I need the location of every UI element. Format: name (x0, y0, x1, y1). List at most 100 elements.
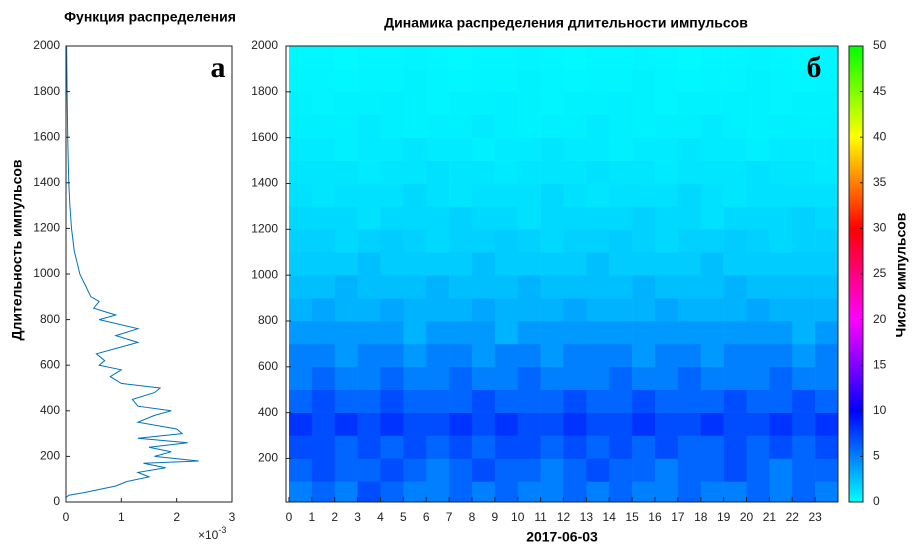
heatmap-cell (563, 46, 586, 69)
heatmap-cell (563, 229, 586, 252)
heatmap-cell (335, 115, 358, 138)
heatmap-cell (541, 229, 564, 252)
heatmap-cell (426, 46, 449, 69)
heatmap-cell (724, 481, 747, 504)
heatmap-cell (792, 436, 815, 459)
heatmap-cell (586, 321, 609, 344)
heatmap-cells (289, 46, 838, 505)
panel-label: б (807, 51, 822, 84)
heatmap-cell (426, 252, 449, 275)
colorbar-tick-label: 10 (873, 403, 887, 417)
heatmap-cell (678, 458, 701, 481)
heatmap-cell (724, 436, 747, 459)
heatmap-cell (289, 229, 312, 252)
heatmap-cell (632, 229, 655, 252)
heatmap-cell (701, 481, 724, 504)
heatmap-cell (655, 161, 678, 184)
heatmap-cell (655, 69, 678, 92)
heatmap-cell (678, 367, 701, 390)
y-tick-label: 600 (40, 357, 60, 371)
heatmap-cell (655, 298, 678, 321)
heatmap-cell (289, 458, 312, 481)
heatmap-cell (472, 229, 495, 252)
heatmap-cell (586, 183, 609, 206)
heatmap-cell (586, 367, 609, 390)
heatmap-cell (289, 183, 312, 206)
colorbar-label: Число импульсов (893, 212, 909, 337)
heatmap-cell (380, 275, 403, 298)
heatmap-cell (701, 458, 724, 481)
heatmap-cell (563, 390, 586, 413)
heatmap-cell (495, 275, 518, 298)
heatmap-cell (769, 275, 792, 298)
heatmap-cell (609, 458, 632, 481)
heatmap-cell (403, 275, 426, 298)
heatmap-cell (449, 481, 472, 504)
heatmap-cell (335, 275, 358, 298)
heatmap-cell (426, 321, 449, 344)
heatmap-cell (335, 436, 358, 459)
heatmap-cell (335, 92, 358, 115)
heatmap-cell (701, 229, 724, 252)
heatmap-cell (380, 46, 403, 69)
heatmap-cell (495, 298, 518, 321)
heatmap-cell (426, 183, 449, 206)
heatmap-cell (746, 206, 769, 229)
heatmap-cell (724, 390, 747, 413)
heatmap-cell (563, 138, 586, 161)
heatmap-cell (815, 275, 838, 298)
heatmap-cell (701, 413, 724, 436)
y-tick-label: 400 (40, 403, 60, 417)
heatmap-cell (518, 46, 541, 69)
heatmap-cell (289, 321, 312, 344)
heatmap-cell (358, 275, 381, 298)
heatmap-cell (495, 92, 518, 115)
heatmap-cell (701, 252, 724, 275)
heatmap-cell (380, 390, 403, 413)
heatmap-cell (678, 92, 701, 115)
heatmap-cell (815, 481, 838, 504)
heatmap-cell (541, 275, 564, 298)
heatmap-cell (609, 321, 632, 344)
heatmap-cell (701, 390, 724, 413)
heatmap-cell (472, 344, 495, 367)
heatmap-cell (792, 321, 815, 344)
x-tick-label: 2 (173, 510, 180, 524)
heatmap-cell (358, 252, 381, 275)
heatmap-cell (815, 436, 838, 459)
heatmap-cell (312, 367, 335, 390)
heatmap-cell (792, 138, 815, 161)
heatmap-cell (472, 183, 495, 206)
heatmap-cell (541, 69, 564, 92)
heatmap-cell (449, 161, 472, 184)
heatmap-cell (792, 344, 815, 367)
heatmap-cell (380, 458, 403, 481)
heatmap-cell (541, 298, 564, 321)
heatmap-cell (518, 436, 541, 459)
heatmap-cell (746, 458, 769, 481)
heatmap-cell (563, 161, 586, 184)
heatmap-cell (403, 298, 426, 321)
heatmap-cell (586, 252, 609, 275)
heatmap-cell (335, 161, 358, 184)
heatmap-cell (518, 458, 541, 481)
heatmap-cell (426, 367, 449, 390)
x-tick-label: 14 (603, 510, 617, 524)
heatmap-cell (518, 413, 541, 436)
x-tick-label: 23 (808, 510, 822, 524)
heatmap-cell (815, 321, 838, 344)
heatmap-cell (541, 436, 564, 459)
y-axis-label: Длительность импульсов (9, 159, 25, 340)
heatmap-cell (335, 413, 358, 436)
heatmap-cell (586, 46, 609, 69)
heatmap-cell (746, 413, 769, 436)
heatmap-cell (678, 138, 701, 161)
heatmap-cell (609, 138, 632, 161)
heatmap-cell (609, 390, 632, 413)
heatmap-cell (632, 138, 655, 161)
heatmap-cell (746, 321, 769, 344)
heatmap-cell (289, 481, 312, 504)
heatmap-cell (472, 458, 495, 481)
heatmap-cell (426, 138, 449, 161)
heatmap-cell (449, 183, 472, 206)
